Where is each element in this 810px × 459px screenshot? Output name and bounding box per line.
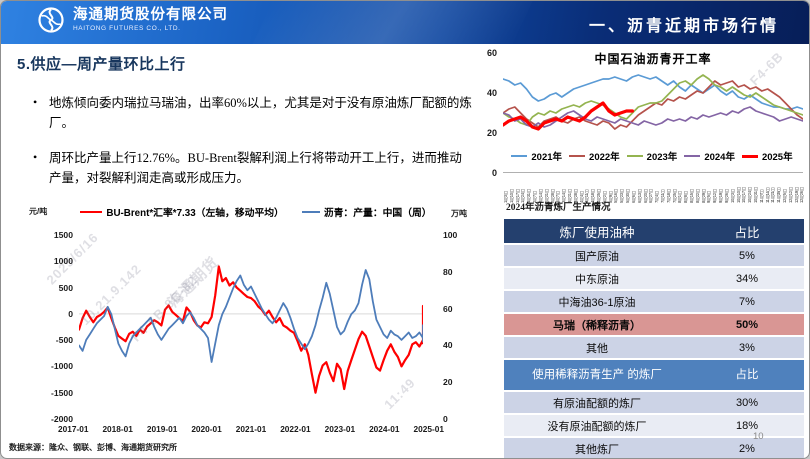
blue-line-swatch (301, 211, 320, 213)
row-label: 国产原油 (504, 245, 690, 266)
refinery-table: 炼厂使用油种 占比 国产原油 5% 中东原油 34% 中海油36-1原油 7% … (504, 217, 804, 458)
company-name-cn: 海通期货股份有限公司 (73, 6, 228, 23)
row-value: 30% (690, 392, 804, 413)
table-row: 有原油配额的炼厂 30% (504, 392, 804, 413)
chart2-title: 中国石油沥青开工率 (594, 52, 712, 66)
header-cell: 占比 (690, 360, 804, 390)
row-label: 其他炼厂 (504, 438, 690, 458)
row-value: 34% (690, 268, 804, 289)
line-swatch-2023 (626, 155, 643, 157)
table-row: 中海油36-1原油 7% (504, 291, 804, 312)
table-header-row: 炼厂使用油种 占比 (504, 219, 804, 243)
row-label: 中东原油 (504, 268, 690, 289)
chart2-yticks: 60 40 20 0 (486, 48, 497, 178)
table-row: 国产原油 5% (504, 245, 804, 266)
row-value: 2% (690, 438, 804, 458)
company-name-en: HAITONG FUTURES CO., LTD. (73, 24, 181, 32)
row-value: 3% (690, 337, 804, 358)
legend-label: 沥青：产量：中国（周） (323, 208, 432, 219)
legend-item-2023: 2023年 (626, 149, 678, 163)
right-axis-unit: 万吨 (451, 209, 467, 218)
legend-label: BU-Brent*汇率*7.33（左轴，移动平均） (106, 208, 284, 219)
table-row: 其他炼厂 2% (504, 438, 804, 458)
data-source-note: 数据来源：隆众、钢联、彭博、海通期货研究所 (9, 443, 177, 452)
chart1-xticks: 2017-01 2018-01 2019-01 2020-01 2021-01 2022-… (58, 424, 444, 434)
page-number: 10 (753, 431, 764, 442)
header-cell: 炼厂使用油种 (504, 219, 690, 243)
row-value: 18% (690, 415, 804, 436)
chart1-plot (79, 265, 423, 394)
row-value: 7% (690, 291, 804, 312)
table-row: 中东原油 34% (504, 268, 804, 289)
bullet-item: 地炼倾向委内瑞拉马瑞油，出率60%以上，尤其是对于没有原油炼厂配额的炼厂。 (31, 93, 473, 134)
legend-item-2022: 2022年 (569, 149, 620, 163)
legend-label: 2024年 (704, 152, 735, 163)
row-label: 马瑞（稀释沥青） (504, 314, 690, 335)
bullet-list: 地炼倾向委内瑞拉马瑞油，出率60%以上，尤其是对于没有原油炼厂配额的炼厂。 周环… (31, 93, 473, 202)
chart1-legend: BU-Brent*汇率*7.33（左轴，移动平均） 沥青：产量：中国（周） (61, 205, 451, 219)
legend-label: 2023年 (646, 152, 678, 163)
row-label: 有原油配额的炼厂 (504, 392, 690, 413)
row-value: 5% (690, 245, 804, 266)
legend-item-bu-brent: BU-Brent*汇率*7.33（左轴，移动平均） (80, 205, 284, 219)
header-band: 海通期货股份有限公司 HAITONG FUTURES CO., LTD. 一、沥… (1, 1, 809, 44)
chart2-plot (503, 74, 803, 173)
table-row-highlighted: 马瑞（稀释沥青） 50% (504, 314, 804, 335)
table-subheader-row: 使用稀释沥青生产 的炼厂 占比 (504, 360, 804, 390)
left-axis-unit: 元/吨 (29, 207, 48, 216)
table-row: 没有原油配额的炼厂 18% (504, 415, 804, 436)
haitong-logo-icon (38, 7, 64, 33)
line-swatch-2024 (684, 155, 701, 157)
legend-label: 2021年 (531, 152, 563, 163)
legend-item-2025: 2025年 (741, 149, 793, 163)
header-cell: 占比 (690, 219, 804, 243)
refinery-table-block: 2024年沥青炼厂生产情况 炼厂使用油种 占比 国产原油 5% 中东原油 34%… (504, 199, 804, 458)
chart2-legend: 2021年 2022年 2023年 2024年 2025年 (497, 149, 807, 163)
chart1-yticks-left: 1500 1000 500 0 -500 -1000 -1500 -2000 (51, 230, 73, 424)
legend-label: 2022年 (589, 152, 620, 163)
operating-rate-chart: 60 40 20 0 中国石油沥青开工率 2021年 2022年 2023年 2024… (479, 45, 807, 203)
line-swatch-2021 (511, 155, 528, 157)
page-title: 5.供应—周产量环比上行 (17, 56, 186, 73)
line-swatch-2022 (569, 155, 586, 157)
legend-item-2024: 2024年 (684, 149, 735, 163)
row-value: 50% (690, 314, 804, 335)
margin-production-chart: 元/吨 万吨 BU-Brent*汇率*7.33（左轴，移动平均） 沥青：产量：中… (21, 203, 469, 443)
legend-label: 2025年 (761, 152, 793, 163)
section-title: 一、沥青近期市场行情 (588, 18, 779, 35)
company-logo: 海通期货股份有限公司 HAITONG FUTURES CO., LTD. (37, 6, 228, 34)
table-row: 其他 3% (504, 337, 804, 358)
line-swatch-2025 (741, 154, 758, 158)
row-label: 中海油36-1原油 (504, 291, 690, 312)
table-title: 2024年沥青炼厂生产情况 (506, 203, 611, 213)
chart1-yticks-right: 100 80 60 40 20 0 (443, 230, 458, 424)
header-cell: 使用稀释沥青生产 的炼厂 (504, 360, 690, 390)
row-label: 没有原油配额的炼厂 (504, 415, 690, 436)
row-label: 其他 (504, 337, 690, 358)
legend-item-production: 沥青：产量：中国（周） (301, 205, 432, 219)
red-line-swatch (80, 211, 103, 213)
legend-item-2021: 2021年 (511, 149, 562, 163)
bullet-item: 周环比产量上行12.76%。BU-Brent裂解利润上行将带动开工上行，进而推动… (31, 148, 473, 189)
